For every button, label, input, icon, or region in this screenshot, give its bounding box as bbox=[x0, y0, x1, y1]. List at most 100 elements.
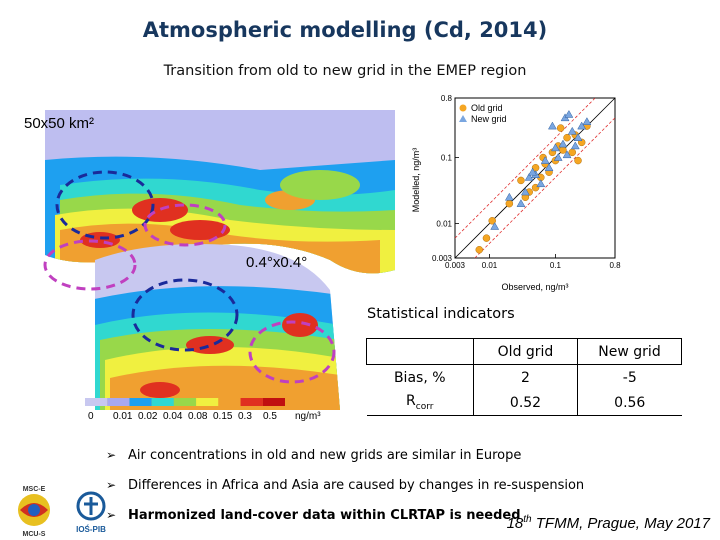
arrow-bullet-icon: ➢ bbox=[106, 478, 117, 492]
x-tick-label: 0.8 bbox=[609, 261, 621, 270]
rcorr-main: R bbox=[406, 393, 416, 410]
new-grid-point bbox=[547, 121, 557, 130]
old-grid-point bbox=[488, 217, 496, 225]
factor-two-upper-line bbox=[454, 97, 596, 239]
europe-highlight-old bbox=[55, 170, 155, 240]
bullet-text: Harmonized land-cover data within CLRTAP… bbox=[128, 507, 521, 523]
arrow-bullet-icon: ➢ bbox=[106, 508, 117, 522]
colorbar-swatch bbox=[107, 398, 130, 406]
bullet-item: ➢ Differences in Africa and Asia are caus… bbox=[106, 470, 584, 500]
new-grid-point bbox=[570, 141, 580, 150]
stats-rcorr-old: 0.52 bbox=[473, 390, 578, 416]
slide-title: Atmospheric modelling (Cd, 2014) bbox=[142, 18, 548, 42]
legend-new-grid-marker bbox=[459, 115, 467, 122]
stats-bias-old: 2 bbox=[473, 364, 578, 390]
colorbar-swatch bbox=[85, 398, 108, 406]
new-grid-point bbox=[536, 179, 546, 188]
legend-label: New grid bbox=[471, 114, 507, 124]
msc-logo-text: MSC-E bbox=[23, 486, 46, 493]
stats-bias-new: -5 bbox=[622, 369, 637, 386]
stats-header-old: Old grid bbox=[473, 338, 578, 365]
slide-footer: 18th TFMM, Prague, May 2017 bbox=[507, 514, 710, 532]
stats-label-rcorr: Rcorr bbox=[366, 390, 474, 416]
new-grid-point bbox=[524, 172, 534, 181]
y-tick-label: 0.8 bbox=[441, 94, 453, 103]
stats-title: Statistical indicators bbox=[367, 306, 515, 322]
arrow-bullet-icon: ➢ bbox=[106, 448, 117, 462]
colorbar-swatch bbox=[196, 398, 219, 406]
colorbar-swatch bbox=[151, 398, 174, 406]
colorbar-tick-label: 0.08 bbox=[188, 411, 208, 422]
colorbar-tick-label: 0.15 bbox=[213, 411, 233, 422]
new-grid-point bbox=[582, 117, 592, 125]
colorbar-unit: ng/m³ bbox=[295, 411, 321, 422]
x-tick-label: 0.003 bbox=[445, 261, 466, 270]
new-grid-point bbox=[553, 153, 563, 161]
asia-highlight-old bbox=[143, 203, 227, 247]
old-grid-point bbox=[556, 124, 565, 132]
mcu-logo-text: MCU-S bbox=[23, 531, 46, 538]
stats-rcorr-new: 0.56 bbox=[577, 390, 682, 416]
colorbar: 0 0.01 0.02 0.04 0.08 0.15 0.3 0.5 ng/m³ bbox=[85, 398, 321, 422]
colorbar-swatch bbox=[262, 398, 285, 406]
old-grid-point bbox=[574, 156, 582, 165]
new-grid-point bbox=[558, 139, 568, 148]
new-grid-point bbox=[551, 143, 560, 152]
stats-header-empty bbox=[366, 338, 474, 365]
new-grid-point bbox=[520, 187, 530, 196]
new-grid-point bbox=[490, 222, 500, 230]
new-grid-point bbox=[577, 121, 587, 130]
new-grid-label: 0.4°x0.4° bbox=[246, 254, 307, 271]
old-grid-point bbox=[563, 133, 571, 142]
slide-subtitle: Transition from old to new grid in the E… bbox=[163, 63, 527, 79]
new-grid-point bbox=[544, 163, 554, 172]
old-grid-label: 50x50 km² bbox=[24, 115, 94, 132]
colorbar-tick-label: 0 bbox=[88, 411, 94, 422]
legend-label: Old grid bbox=[471, 103, 503, 113]
new-grid-point bbox=[573, 133, 583, 141]
stats-header-row: Old grid New grid bbox=[366, 338, 682, 365]
asia-highlight-new bbox=[248, 320, 336, 384]
colorbar-swatch bbox=[240, 398, 263, 406]
colorbar-tick-label: 0.02 bbox=[138, 411, 158, 422]
x-tick-label: 0.01 bbox=[482, 261, 498, 270]
bullet-text: Differences in Africa and Asia are cause… bbox=[128, 477, 585, 493]
old-grid-point bbox=[475, 246, 484, 254]
ios-logo-text: IOŚ-PIB bbox=[76, 525, 106, 534]
stats-row-bias: Bias, % 2 -5 bbox=[367, 364, 682, 390]
stats-header-new: New grid bbox=[577, 338, 682, 365]
y-tick-label: 0.1 bbox=[441, 154, 453, 163]
scatter-chart: 0.003 0.01 0.1 0.8 0.003 0.01 0.1 0.8 Old gridN… bbox=[411, 94, 621, 292]
new-grid-point bbox=[564, 109, 574, 118]
old-grid-point bbox=[482, 234, 491, 242]
emep-maps: 50x50 km² 0.4°x0.4° bbox=[24, 110, 395, 410]
legend-old-grid-marker bbox=[459, 104, 467, 112]
stats-label-bias: Bias, % bbox=[393, 369, 446, 386]
colorbar-swatch bbox=[218, 398, 241, 406]
new-grid-point bbox=[528, 167, 537, 176]
colorbar-tick-label: 0.3 bbox=[238, 411, 252, 422]
y-tick-label: 0.003 bbox=[432, 254, 453, 263]
footer-text: TFMM, Prague, May 2017 bbox=[531, 515, 710, 532]
colorbar-swatch bbox=[129, 398, 152, 406]
rcorr-sub: corr bbox=[415, 401, 434, 412]
colorbar-tick-label: 0.5 bbox=[263, 411, 277, 422]
bullet-item: ➢ Air concentrations in old and new grids… bbox=[106, 440, 584, 470]
new-grid-point bbox=[504, 192, 514, 201]
footer-suffix: th bbox=[523, 514, 532, 525]
new-grid-point bbox=[516, 199, 526, 207]
old-grid-point bbox=[559, 146, 567, 154]
new-grid-point bbox=[540, 156, 550, 164]
y-tick-label: 0.01 bbox=[436, 220, 452, 229]
old-grid-point bbox=[517, 176, 525, 185]
bullet-item: ➢ Harmonized land-cover data within CLRTA… bbox=[106, 500, 584, 530]
x-tick-label: 0.1 bbox=[550, 261, 562, 270]
factor-two-lower-line bbox=[474, 117, 616, 259]
colorbar-swatch bbox=[173, 398, 197, 406]
colorbar-tick-label: 0.04 bbox=[163, 411, 183, 422]
ios-pib-logo: IOŚ-PIB bbox=[76, 491, 106, 534]
stats-table: Old grid New grid Bias, % 2 -5 Rcorr 0.5… bbox=[366, 338, 682, 416]
colorbar-tick-label: 0.01 bbox=[113, 411, 133, 422]
footer-number: 18 bbox=[506, 515, 524, 532]
old-grid-point bbox=[505, 199, 514, 208]
